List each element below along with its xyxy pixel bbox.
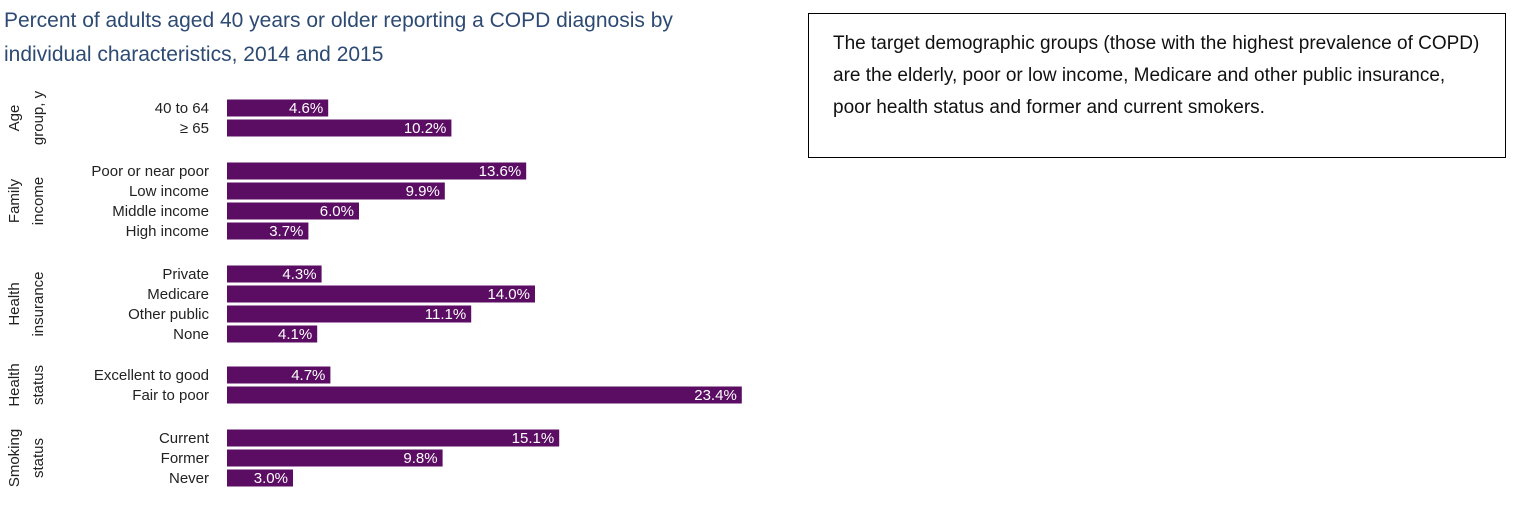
category-label: Excellent to good <box>94 367 209 384</box>
category-label: Fair to poor <box>132 387 209 404</box>
group-label: Health <box>6 363 23 406</box>
category-label: Never <box>169 470 209 487</box>
data-label: 3.7% <box>269 223 303 240</box>
data-label: 11.1% <box>425 306 466 323</box>
bar <box>227 99 329 117</box>
note-text: The target demographic groups (those wit… <box>833 33 1480 118</box>
group-label: group, y <box>30 90 47 145</box>
data-label: 14.0% <box>487 286 530 303</box>
group-label: income <box>30 177 47 225</box>
chart-title: Percent of adults aged 40 years or older… <box>4 4 760 74</box>
bar <box>227 429 560 447</box>
group-label: Smoking <box>6 429 23 487</box>
bar <box>227 469 293 487</box>
category-label: Medicare <box>147 286 209 303</box>
data-label: 13.6% <box>479 163 522 180</box>
category-label: High income <box>126 223 209 240</box>
category-label: Current <box>159 430 210 447</box>
data-label: 4.3% <box>282 266 316 283</box>
bar <box>227 386 742 404</box>
bar <box>227 182 445 200</box>
category-label: Poor or near poor <box>91 163 209 180</box>
group-label: insurance <box>30 271 47 336</box>
category-label: Low income <box>129 183 209 200</box>
bar-chart: 4.6% 40 to 64 10.2% ≥ 65 Age group, y 13.6% Poo… <box>6 90 742 487</box>
bar <box>227 285 535 303</box>
data-label: 3.0% <box>254 470 288 487</box>
bar <box>227 305 472 323</box>
category-label: Other public <box>128 306 209 323</box>
group-label: status <box>30 365 47 405</box>
bar <box>227 222 309 240</box>
bar <box>227 325 318 343</box>
data-label: 9.9% <box>406 183 440 200</box>
bar <box>227 449 443 467</box>
group-label: Age <box>6 105 23 132</box>
data-label: 4.7% <box>291 367 325 384</box>
category-label: Former <box>161 450 209 467</box>
data-label: 9.8% <box>403 450 437 467</box>
bar <box>227 162 527 180</box>
data-label: 4.1% <box>278 326 312 343</box>
chart-title-line-1: Percent of adults aged 40 years or older… <box>4 9 673 32</box>
data-label: 23.4% <box>694 387 737 404</box>
bar <box>227 202 359 220</box>
data-label: 4.6% <box>289 100 323 117</box>
group-label: status <box>30 438 47 478</box>
chart-title-line-2: individual characteristics, 2014 and 201… <box>4 43 384 66</box>
data-label: 6.0% <box>320 203 354 220</box>
category-label: Middle income <box>112 203 209 220</box>
data-label: 10.2% <box>404 120 447 137</box>
group-label: Family <box>6 178 23 223</box>
bar <box>227 265 322 283</box>
category-label: None <box>173 326 209 343</box>
bar <box>227 366 331 384</box>
category-label: Private <box>162 266 209 283</box>
data-label: 15.1% <box>512 430 555 447</box>
note-box: The target demographic groups (those wit… <box>808 13 1506 158</box>
group-label: Health <box>6 282 23 325</box>
bar <box>227 119 452 137</box>
category-label: 40 to 64 <box>155 100 209 117</box>
category-label: ≥ 65 <box>180 120 209 137</box>
